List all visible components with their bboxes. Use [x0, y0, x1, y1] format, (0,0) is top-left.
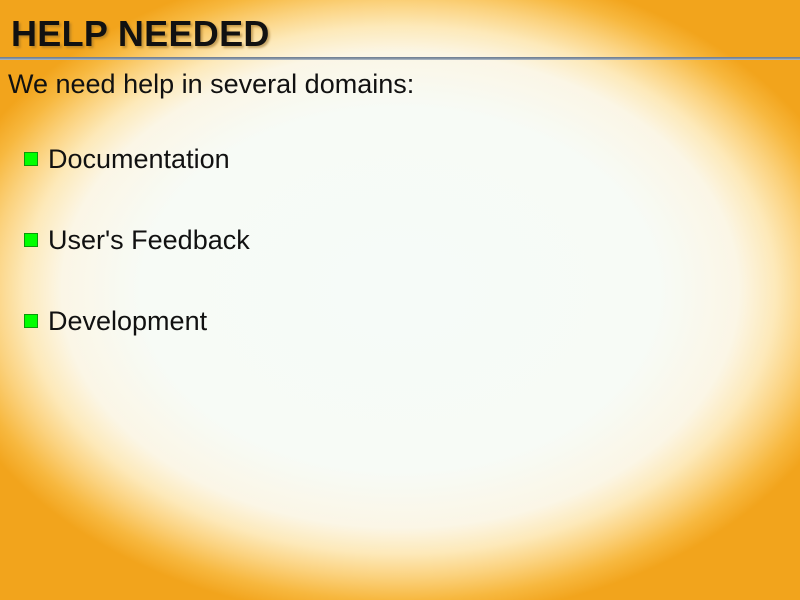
list-item: User's Feedback [24, 222, 250, 258]
list-item-label: Development [48, 306, 208, 336]
square-bullet-icon [24, 233, 38, 247]
title-divider [0, 57, 800, 60]
square-bullet-icon [24, 152, 38, 166]
bullet-list: Documentation User's Feedback Developmen… [24, 141, 250, 384]
list-item: Development [24, 303, 250, 339]
list-item: Documentation [24, 141, 250, 177]
list-item-label: User's Feedback [48, 225, 250, 255]
slide-title: HELP NEEDED [11, 13, 270, 54]
intro-text: We need help in several domains: [8, 69, 415, 99]
square-bullet-icon [24, 314, 38, 328]
list-item-label: Documentation [48, 144, 230, 174]
